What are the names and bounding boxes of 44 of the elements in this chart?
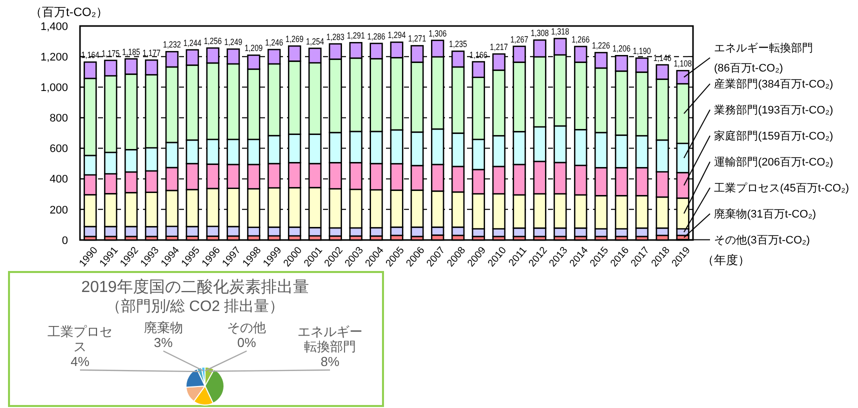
total-label: 1,306 (428, 28, 452, 38)
total-label: 1,235 (449, 39, 472, 50)
legend-label: エネルギー転換部門(86百万t-CO₂) (714, 42, 813, 75)
y-axis-title: （百万t-CO₂） (30, 5, 108, 19)
total-label: 1,249 (224, 37, 247, 48)
total-label: 1,146 (653, 52, 676, 63)
data-label: 8% (320, 354, 340, 369)
chart-subtitle: （部門別/総 CO2 排出量） (106, 298, 284, 315)
y-tick-label: 600 (50, 143, 68, 156)
legend-label: 廃棄物(31百万t-CO₂) (714, 208, 816, 221)
y-tick-label: 1,200 (40, 51, 68, 64)
x-axis-title: （年度） (702, 253, 750, 267)
y-tick-label: 0 (62, 234, 68, 247)
text: 工業プロセス(45百万t-CO₂) (714, 182, 850, 195)
data-label: 4% (70, 354, 90, 369)
total-label: 1,318 (551, 26, 574, 37)
text: 家庭部門(159百万t-CO₂) (714, 130, 834, 143)
slice-label: エネルギー転換部門 (298, 324, 362, 354)
total-label: 1,244 (183, 38, 206, 48)
chart-title: 2019年度国の二酸化炭素排出量 (81, 278, 309, 296)
total-label: 1,217 (490, 42, 512, 52)
total-label: 1,283 (326, 32, 349, 42)
legend-label: 業務部門(193百万t-CO₂) (714, 104, 834, 117)
total-label: 1,190 (632, 46, 656, 56)
total-label: 1,209 (244, 43, 268, 54)
legend-label: その他(3百万t-CO₂) (714, 234, 810, 247)
y-tick-label: 800 (50, 112, 68, 125)
slice-label: 廃棄物 (144, 320, 183, 335)
y-tick-label: 1,000 (40, 82, 68, 94)
text: 運輸部門(206百万t-CO₂) (714, 156, 834, 169)
total-label: 1,108 (674, 58, 696, 69)
data-label: 3% (154, 335, 174, 350)
total-label: 1,232 (162, 40, 186, 50)
total-label: 1,271 (408, 34, 431, 44)
total-label: 1,177 (142, 48, 166, 58)
slice-label: 工業プロセス (48, 324, 112, 354)
y-tick-label: 400 (50, 174, 68, 186)
y-tick-label: 200 (50, 204, 68, 216)
text: 0% (237, 335, 256, 350)
y-tick-label: 1,400 (40, 20, 68, 33)
total-label: 1,166 (469, 50, 492, 60)
total-label: 1,267 (510, 34, 533, 44)
legend-label: 産業部門(384百万t-CO₂) (714, 78, 834, 91)
category-label: その他 (227, 320, 266, 335)
